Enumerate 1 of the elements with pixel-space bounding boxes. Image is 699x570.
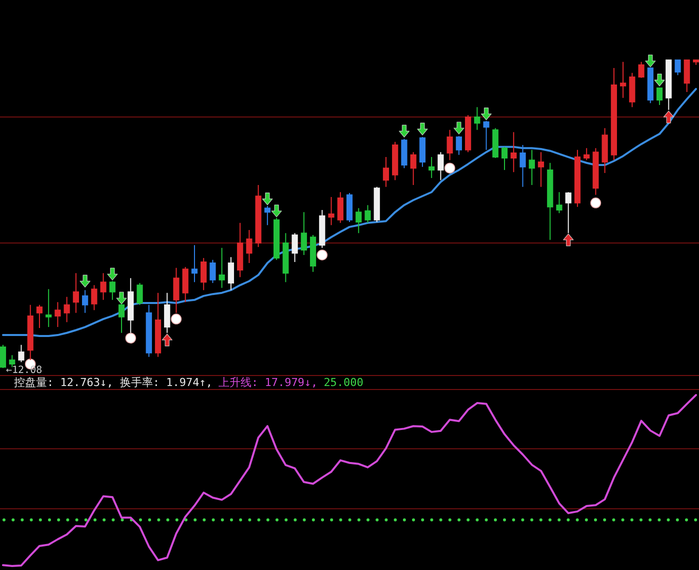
note: ←12.08 [6, 365, 42, 376]
